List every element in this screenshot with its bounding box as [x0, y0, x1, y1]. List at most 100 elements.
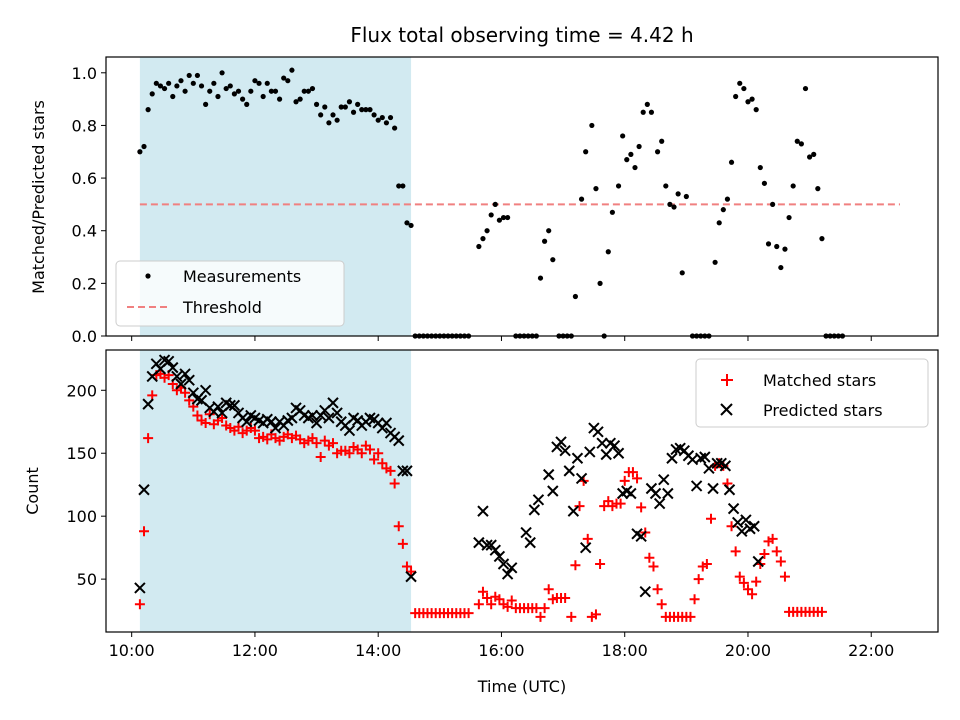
predicted-point: [183, 374, 195, 386]
predicted-point: [703, 462, 715, 475]
measurement-point: [644, 101, 650, 107]
predicted-point: [171, 370, 183, 383]
measurement-point: [363, 107, 369, 113]
predicted-point: [563, 465, 575, 477]
measurement-point: [276, 96, 283, 102]
matched-point: [249, 425, 260, 436]
top-panel: 0.0 0.2 0.4 0.6 0.8 1.0 Matched/Predicted sta…: [29, 56, 939, 346]
matched-point: [590, 609, 601, 620]
predicted-point: [658, 473, 670, 486]
measurement-point: [392, 125, 398, 131]
matched-point: [369, 454, 380, 465]
measurement-point: [174, 83, 180, 89]
measurement-point: [667, 201, 673, 207]
measurement-point: [153, 80, 159, 86]
matched-point: [615, 498, 626, 509]
predicted-point: [600, 448, 612, 461]
measurement-point: [244, 101, 250, 107]
predicted-point: [142, 398, 154, 410]
predicted-point: [575, 472, 588, 485]
predicted-point: [592, 426, 604, 438]
predicted-point: [719, 460, 732, 472]
matched-point: [543, 584, 554, 595]
y-tick-label: 200: [66, 381, 97, 400]
measurement-point: [761, 180, 768, 186]
predicted-point: [327, 397, 339, 409]
measurement-point: [207, 88, 213, 94]
predicted-point: [179, 368, 191, 380]
measurement-point: [371, 112, 377, 118]
predicted-point: [269, 422, 282, 434]
predicted-point: [727, 502, 740, 515]
matched-point: [139, 526, 150, 537]
measurement-point: [770, 201, 776, 207]
predicted-point: [323, 412, 335, 424]
matched-point: [816, 606, 827, 617]
measurement-point: [404, 220, 410, 226]
matched-point: [779, 571, 790, 582]
matched-point: [627, 467, 638, 478]
matched-point: [644, 552, 655, 563]
matched-point: [262, 434, 273, 445]
predicted-point: [501, 568, 514, 580]
matched-point: [393, 521, 404, 532]
predicted-point: [497, 558, 510, 570]
predicted-point: [393, 434, 405, 447]
measurement-point: [550, 257, 556, 263]
measurement-point: [178, 78, 184, 84]
matched-point: [730, 546, 741, 557]
matched-point: [632, 473, 643, 484]
predicted-point: [524, 536, 536, 549]
matched-point: [486, 599, 497, 610]
measurement-point: [149, 91, 155, 97]
predicted-point: [175, 378, 187, 390]
predicted-point: [596, 437, 608, 449]
measurement-point: [256, 80, 262, 86]
measurement-point: [145, 107, 151, 113]
matched-point: [389, 478, 400, 489]
predicted-point: [228, 399, 241, 412]
predicted-point: [649, 487, 662, 500]
predicted-point: [666, 452, 678, 464]
predicted-point: [489, 544, 502, 556]
measurement-point: [293, 99, 299, 105]
predicted-point: [528, 504, 541, 516]
measurement-point: [219, 70, 225, 76]
matched-point: [377, 458, 388, 469]
measurement-point: [252, 78, 258, 84]
legend-predicted-marker: [720, 403, 733, 416]
matched-point: [204, 409, 215, 420]
measurement-point: [240, 96, 246, 102]
predicted-point: [473, 536, 485, 549]
measurement-point: [733, 93, 739, 100]
legend-measurements-label: Measurements: [183, 267, 301, 286]
matched-point: [494, 594, 505, 605]
matched-point: [217, 412, 228, 423]
predicted-point: [736, 525, 748, 537]
legend-matched-label: Matched stars: [763, 371, 876, 390]
legend-threshold-label: Threshold: [182, 298, 262, 317]
matched-point: [705, 513, 716, 524]
predicted-point: [310, 417, 323, 429]
measurement-point: [223, 85, 229, 92]
matched-point: [619, 475, 630, 486]
predicted-point: [481, 539, 493, 551]
measurement-point: [624, 157, 630, 163]
measurement-point: [620, 133, 626, 139]
predicted-point: [138, 484, 150, 496]
measurement-point: [720, 207, 726, 213]
measurement-point: [161, 85, 168, 92]
predicted-point: [241, 416, 253, 428]
measurement-point: [400, 183, 406, 189]
matched-point: [701, 559, 712, 570]
measurement-point: [231, 91, 237, 97]
measurement-point: [334, 117, 340, 123]
matched-point: [134, 599, 145, 610]
measurement-point: [367, 107, 373, 113]
measurement-point: [492, 201, 498, 207]
matched-point: [307, 433, 318, 444]
measurement-point: [264, 80, 270, 86]
predicted-point: [306, 409, 319, 422]
measurement-point: [505, 214, 511, 221]
